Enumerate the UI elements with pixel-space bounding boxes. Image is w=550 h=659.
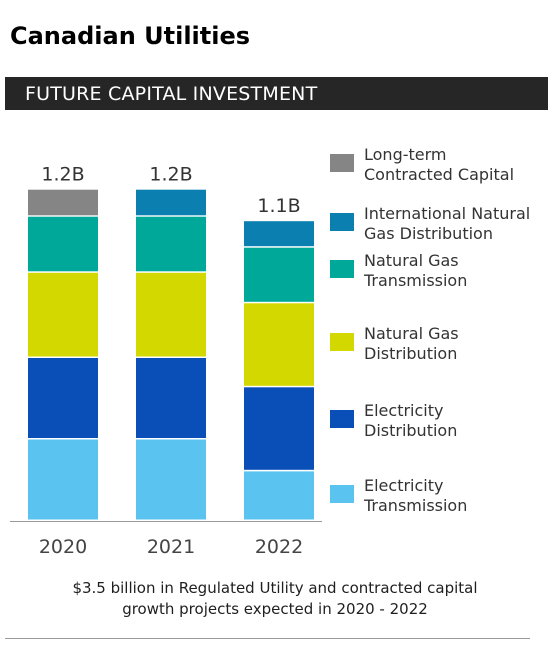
- bar-segment-natural-gas-transmission-2021: [136, 216, 206, 272]
- section-banner: FUTURE CAPITAL INVESTMENT: [5, 77, 548, 110]
- x-tick-label-2022: 2022: [255, 536, 303, 558]
- legend-label-long-term-contracted-capital: Long-term Contracted Capital: [364, 145, 514, 184]
- bar-segment-long-term-contracted-capital-2020: [28, 189, 98, 216]
- x-tick-label-2020: 2020: [39, 536, 87, 558]
- bar-segment-natural-gas-transmission-2020: [28, 216, 98, 272]
- legend-label-natural-gas-transmission: Natural Gas Transmission: [363, 251, 467, 290]
- caption-line-1: $3.5 billion in Regulated Utility and co…: [72, 579, 478, 597]
- legend-swatch-natural-gas-transmission: [330, 260, 354, 278]
- legend-label-line: Distribution: [364, 421, 457, 440]
- page-title: Canadian Utilities: [10, 22, 251, 50]
- legend-label-line: International Natural: [364, 204, 530, 223]
- bar-segment-electricity-distribution-2021: [136, 358, 206, 438]
- bar-segment-electricity-transmission-2020: [28, 439, 98, 520]
- legend-swatch-electricity-distribution: [330, 410, 354, 428]
- legend-label-line: Electricity: [364, 401, 443, 420]
- legend-swatch-electricity-transmission: [330, 485, 354, 503]
- bar-segment-electricity-transmission-2022: [244, 471, 314, 520]
- chart-caption: $3.5 billion in Regulated Utility and co…: [0, 578, 550, 620]
- legend-label-natural-gas-distribution: Natural Gas Distribution: [364, 324, 459, 363]
- legend-label-line: Distribution: [364, 344, 457, 363]
- bar-segment-natural-gas-distribution-2020: [28, 272, 98, 357]
- stacked-bar-chart: 1.2B 2020 1.2B 2021 1.1B 2022 Long-term Contrac…: [10, 145, 530, 558]
- bar-segment-international-natural-gas-distribution-2021: [136, 189, 206, 216]
- legend-label-line: Contracted Capital: [364, 165, 514, 184]
- legend-label-electricity-distribution: Electricity Distribution: [364, 401, 457, 440]
- bar-segment-natural-gas-distribution-2021: [136, 272, 206, 357]
- total-label-2020: 1.2B: [41, 164, 84, 186]
- legend-label-line: Transmission: [363, 271, 467, 290]
- legend-label-electricity-transmission: Electricity Transmission: [363, 476, 467, 515]
- bottom-divider: [5, 638, 530, 639]
- total-label-2021: 1.2B: [149, 164, 192, 186]
- legend-swatch-international-natural-gas-distribution: [330, 213, 354, 231]
- legend-label-international-natural-gas-distribution: International Natural Gas Distribution: [364, 204, 530, 243]
- bar-segment-electricity-distribution-2020: [28, 358, 98, 438]
- legend-label-line: Electricity: [364, 476, 443, 495]
- bar-segment-international-natural-gas-distribution-2022: [244, 221, 314, 247]
- legend-swatch-natural-gas-distribution: [330, 333, 354, 351]
- bar-segment-natural-gas-transmission-2022: [244, 247, 314, 302]
- bar-segment-electricity-transmission-2021: [136, 439, 206, 520]
- x-tick-label-2021: 2021: [147, 536, 195, 558]
- legend-swatch-long-term-contracted-capital: [330, 154, 354, 172]
- section-banner-text: FUTURE CAPITAL INVESTMENT: [25, 83, 318, 105]
- caption-line-2: growth projects expected in 2020 - 2022: [122, 600, 428, 618]
- total-label-2022: 1.1B: [257, 195, 300, 217]
- legend-label-line: Transmission: [363, 496, 467, 515]
- legend-label-line: Long-term: [364, 145, 447, 164]
- bar-segment-natural-gas-distribution-2022: [244, 303, 314, 386]
- legend-label-line: Natural Gas: [364, 251, 459, 270]
- legend-label-line: Natural Gas: [364, 324, 459, 343]
- bar-segment-electricity-distribution-2022: [244, 387, 314, 470]
- legend-label-line: Gas Distribution: [364, 224, 493, 243]
